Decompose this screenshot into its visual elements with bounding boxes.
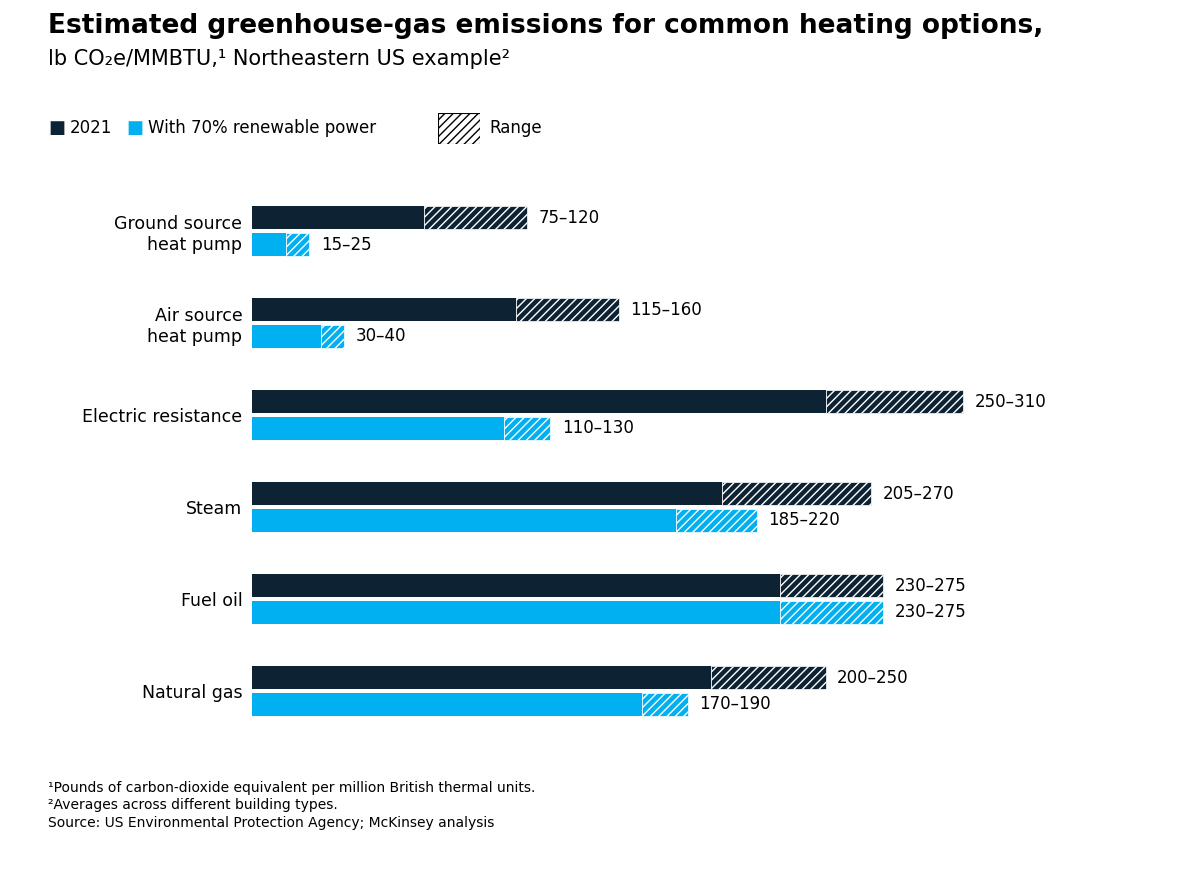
Text: 15–25: 15–25 [320,235,372,253]
Bar [252,417,504,440]
Bar [710,666,826,689]
Text: 230–275: 230–275 [894,577,966,594]
Text: With 70% renewable power: With 70% renewable power [148,119,376,137]
Bar [516,298,619,321]
Text: 170–190: 170–190 [700,695,770,714]
Bar [826,390,964,413]
Text: 2021: 2021 [70,119,112,137]
Text: 250–310: 250–310 [974,392,1046,411]
Text: ¹Pounds of carbon-dioxide equivalent per million British thermal units.: ¹Pounds of carbon-dioxide equivalent per… [48,781,535,795]
Bar [722,482,871,505]
Bar [424,206,527,229]
Text: 230–275: 230–275 [894,603,966,622]
Bar [252,298,516,321]
Text: 30–40: 30–40 [355,327,406,346]
Bar [252,574,780,597]
Bar [252,390,826,413]
Bar [780,601,883,624]
Text: lb CO₂e/MMBTU,¹ Northeastern US example²: lb CO₂e/MMBTU,¹ Northeastern US example² [48,49,510,69]
Text: ■: ■ [48,119,65,137]
Bar [677,509,757,532]
Text: 185–220: 185–220 [768,512,840,529]
Bar [252,693,642,716]
Bar [252,325,320,348]
Text: 110–130: 110–130 [562,420,634,437]
Text: Estimated greenhouse-gas emissions for common heating options,: Estimated greenhouse-gas emissions for c… [48,13,1043,39]
Bar [252,601,780,624]
Bar [252,482,722,505]
Text: 115–160: 115–160 [630,301,702,318]
Bar [252,233,287,256]
Text: Range: Range [490,119,542,137]
Bar [252,206,424,229]
Text: ²Averages across different building types.: ²Averages across different building type… [48,798,337,812]
Bar [642,693,688,716]
Text: 205–270: 205–270 [883,484,954,503]
Text: 75–120: 75–120 [539,209,600,227]
Text: 200–250: 200–250 [838,669,908,686]
Text: Source: US Environmental Protection Agency; McKinsey analysis: Source: US Environmental Protection Agen… [48,816,494,830]
Bar [287,233,310,256]
Bar [504,417,551,440]
Bar [252,509,677,532]
Bar [780,574,883,597]
Bar [252,666,710,689]
Text: ■: ■ [126,119,143,137]
Bar [320,325,343,348]
